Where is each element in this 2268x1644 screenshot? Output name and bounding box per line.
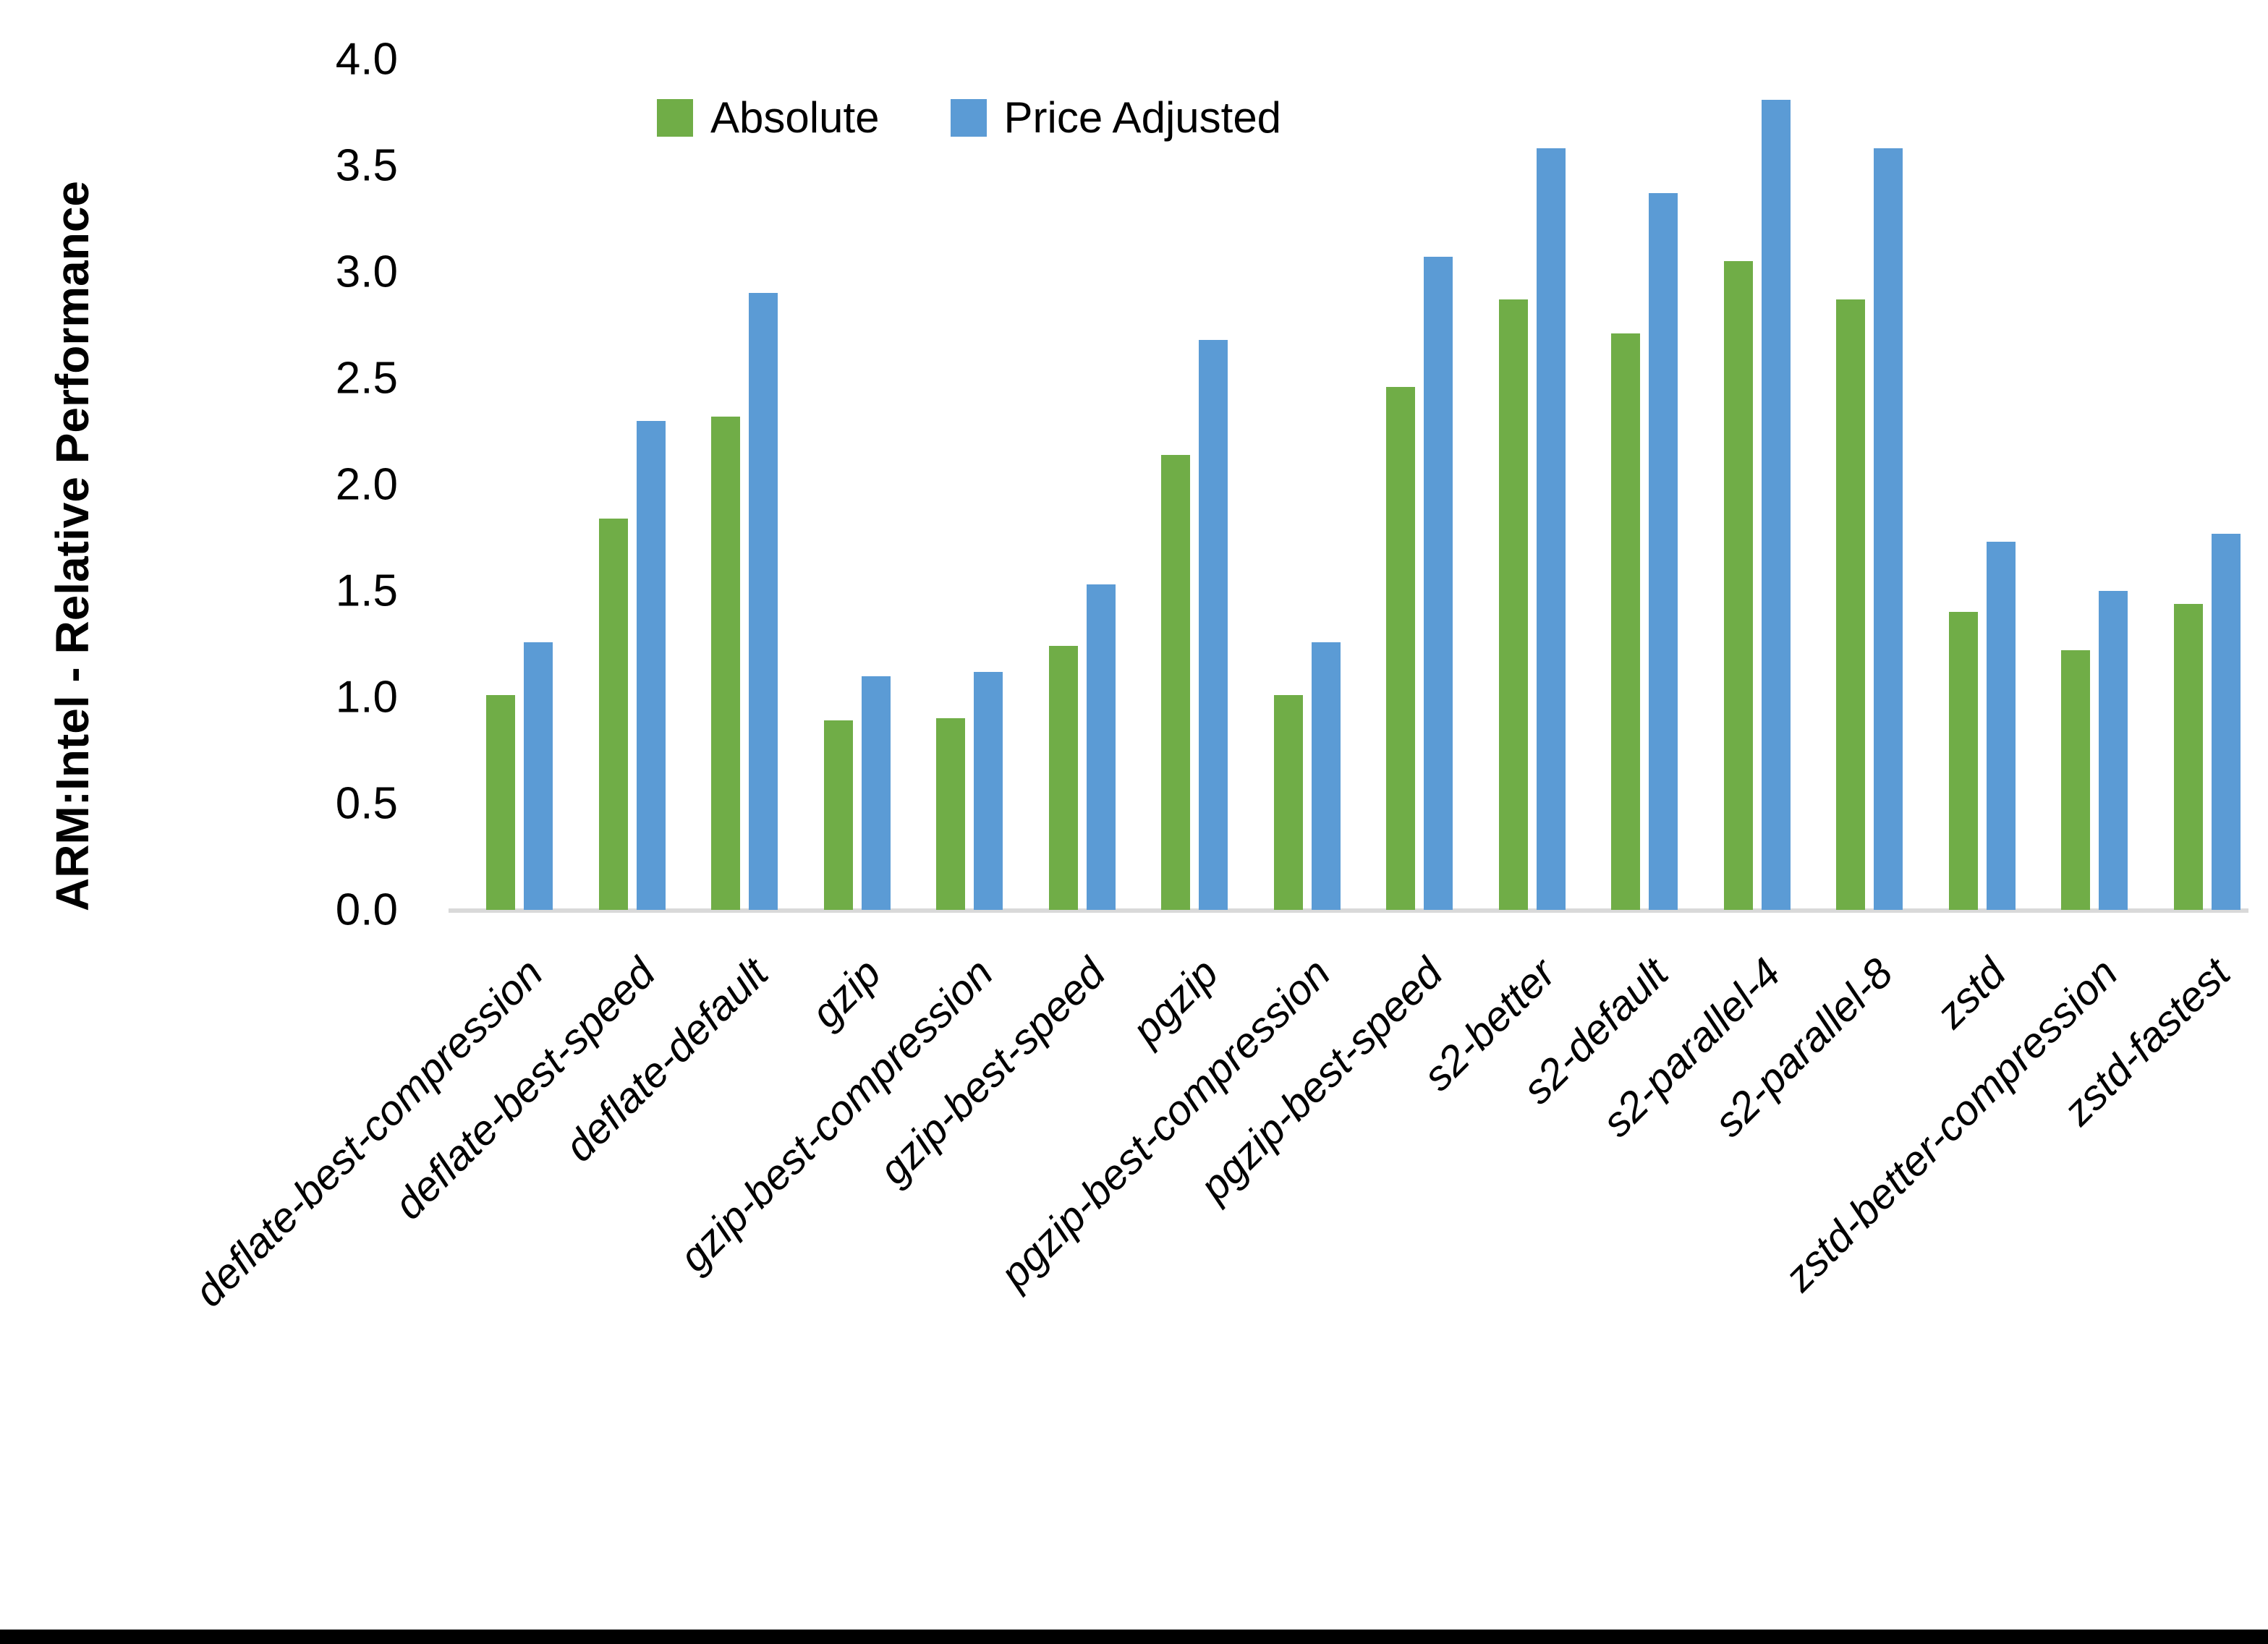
bar-absolute <box>1836 299 1865 910</box>
bar-absolute <box>1949 612 1978 910</box>
bar-price-adjusted <box>749 293 778 910</box>
legend-swatch-absolute <box>657 98 693 137</box>
bar-absolute <box>1161 455 1190 910</box>
y-tick-label: 2.0 <box>335 459 398 510</box>
bar-price-adjusted <box>524 642 553 910</box>
x-category-label: deflate-default <box>556 949 778 1171</box>
bar-price-adjusted <box>1087 584 1116 910</box>
bar-price-adjusted <box>637 421 666 910</box>
legend-entry-price-adjusted: Price Adjusted <box>950 93 1282 142</box>
bar-price-adjusted <box>1649 193 1678 910</box>
legend: Absolute Price Adjusted <box>657 93 1332 142</box>
y-tick-label: 1.5 <box>335 566 398 616</box>
bar-price-adjusted <box>2099 591 2128 910</box>
bar-absolute <box>1611 333 1640 910</box>
bar-price-adjusted <box>1874 148 1903 910</box>
bar-price-adjusted <box>1762 100 1791 910</box>
bar-price-adjusted <box>1199 340 1228 910</box>
bar-price-adjusted <box>1537 148 1566 910</box>
bar-absolute <box>2174 604 2203 910</box>
x-category-label: zstd <box>1927 949 2015 1037</box>
legend-swatch-price-adjusted <box>950 98 987 137</box>
y-tick-label: 3.0 <box>335 247 398 297</box>
bar-absolute <box>1386 387 1415 910</box>
bar-absolute <box>599 519 628 910</box>
legend-label-absolute: Absolute <box>710 93 880 142</box>
y-tick-label: 1.0 <box>335 672 398 723</box>
bar-absolute <box>936 718 965 910</box>
bar-price-adjusted <box>974 672 1003 910</box>
bar-absolute <box>2061 650 2090 910</box>
bar-absolute <box>1049 646 1078 910</box>
bar-absolute <box>824 720 853 910</box>
bar-price-adjusted <box>1312 642 1341 910</box>
y-tick-label: 4.0 <box>335 34 398 85</box>
y-tick-label: 3.5 <box>335 140 398 191</box>
bar-absolute <box>1724 261 1753 910</box>
bar-absolute <box>486 695 515 910</box>
bar-absolute <box>1274 695 1303 910</box>
y-tick-label: 0.5 <box>335 778 398 829</box>
legend-label-price-adjusted: Price Adjusted <box>1003 93 1282 142</box>
bottom-border <box>0 1630 2268 1644</box>
x-axis-line <box>449 908 2248 913</box>
y-axis-title: ARM:Intel - Relative Performance <box>46 180 98 912</box>
bar-absolute <box>711 417 740 910</box>
bar-price-adjusted <box>1424 257 1453 910</box>
bar-absolute <box>1499 299 1528 910</box>
x-category-label: pgzip <box>1123 949 1228 1054</box>
y-tick-label: 2.5 <box>335 353 398 404</box>
bar-price-adjusted <box>2212 534 2241 910</box>
x-category-label: gzip <box>802 949 890 1037</box>
y-tick-label: 0.0 <box>335 885 398 935</box>
bar-price-adjusted <box>862 676 891 910</box>
bar-price-adjusted <box>1987 542 2016 910</box>
legend-entry-absolute: Absolute <box>657 93 880 142</box>
